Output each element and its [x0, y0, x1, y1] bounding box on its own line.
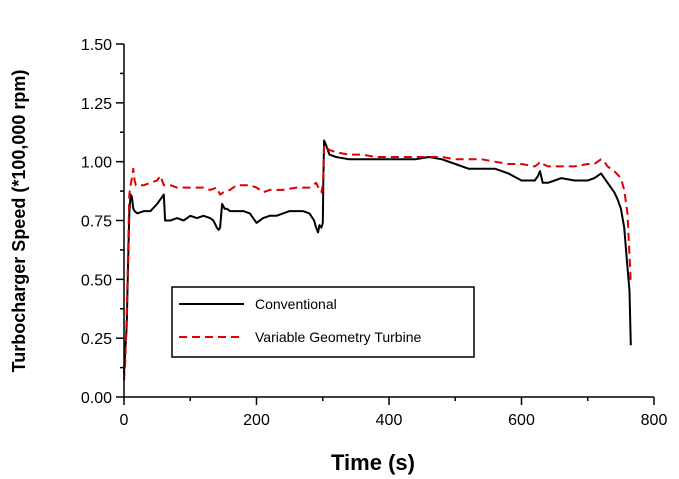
legend-label: Variable Geometry Turbine — [255, 329, 421, 345]
x-tick-label: 0 — [120, 412, 129, 429]
y-tick-label: 0.25 — [81, 331, 112, 348]
legend-label: Conventional — [255, 296, 337, 312]
axes: 0.00 0.25 0.50 0.75 1.00 1.25 1.50 0 200 400 600 80… — [81, 37, 668, 429]
y-axis-label: Turbocharger Speed (*100,000 rpm) — [9, 70, 29, 373]
x-tick-label: 600 — [508, 412, 535, 429]
y-tick-label: 0.50 — [81, 272, 112, 289]
y-tick-label: 1.25 — [81, 96, 112, 113]
x-tick-label: 800 — [641, 412, 668, 429]
x-tick-label: 200 — [243, 412, 270, 429]
y-tick-label: 1.00 — [81, 155, 112, 172]
y-tick-label: 0.00 — [81, 390, 112, 407]
plot-area — [123, 139, 632, 381]
legend: Conventional Variable Geometry Turbine — [171, 286, 475, 358]
x-tick-label: 400 — [376, 412, 403, 429]
y-tick-label: 1.50 — [81, 37, 112, 54]
legend-box — [171, 286, 475, 358]
x-axis-label: Time (s) — [331, 450, 415, 475]
series-line-vgt — [123, 144, 632, 381]
y-tick-label: 0.75 — [81, 214, 112, 231]
series-line-conventional — [123, 139, 632, 374]
